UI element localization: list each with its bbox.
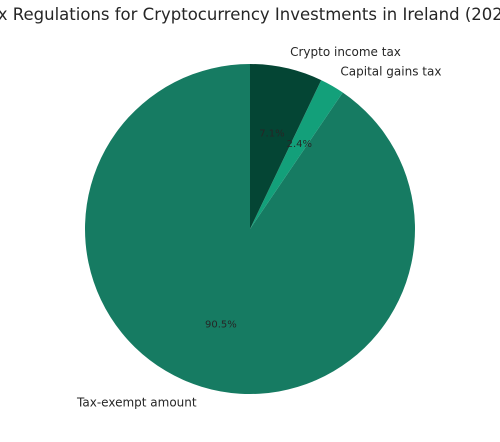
slice-percent-label: 7.1% [259, 129, 284, 140]
pie-slice-crypto-income-tax [250, 64, 322, 229]
chart-title: Tax Regulations for Cryptocurrency Inves… [0, 5, 500, 24]
slice-label: Tax-exempt amount [76, 396, 197, 410]
pie-labels: Tax-exempt amount 90.5% Capital gains tax 2… [76, 45, 441, 410]
pie-slices [84, 64, 415, 394]
slice-label: Crypto income tax [290, 45, 401, 59]
slice-label: Capital gains tax [340, 65, 441, 79]
pie-slice-tax-exempt-amount [84, 64, 415, 394]
slice-percent-label: 2.4% [287, 139, 312, 150]
pie-slice-capital-gains-tax [250, 80, 343, 230]
slice-percent-label: 90.5% [205, 320, 237, 331]
